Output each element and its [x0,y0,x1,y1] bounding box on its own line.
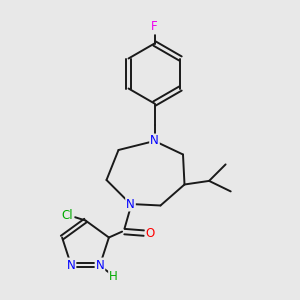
Text: H: H [109,270,118,283]
Text: N: N [67,259,75,272]
Text: F: F [151,20,158,34]
Text: N: N [126,197,135,211]
Text: N: N [150,134,159,148]
Text: N: N [96,259,104,272]
Text: O: O [146,226,155,240]
Text: Cl: Cl [62,208,73,222]
